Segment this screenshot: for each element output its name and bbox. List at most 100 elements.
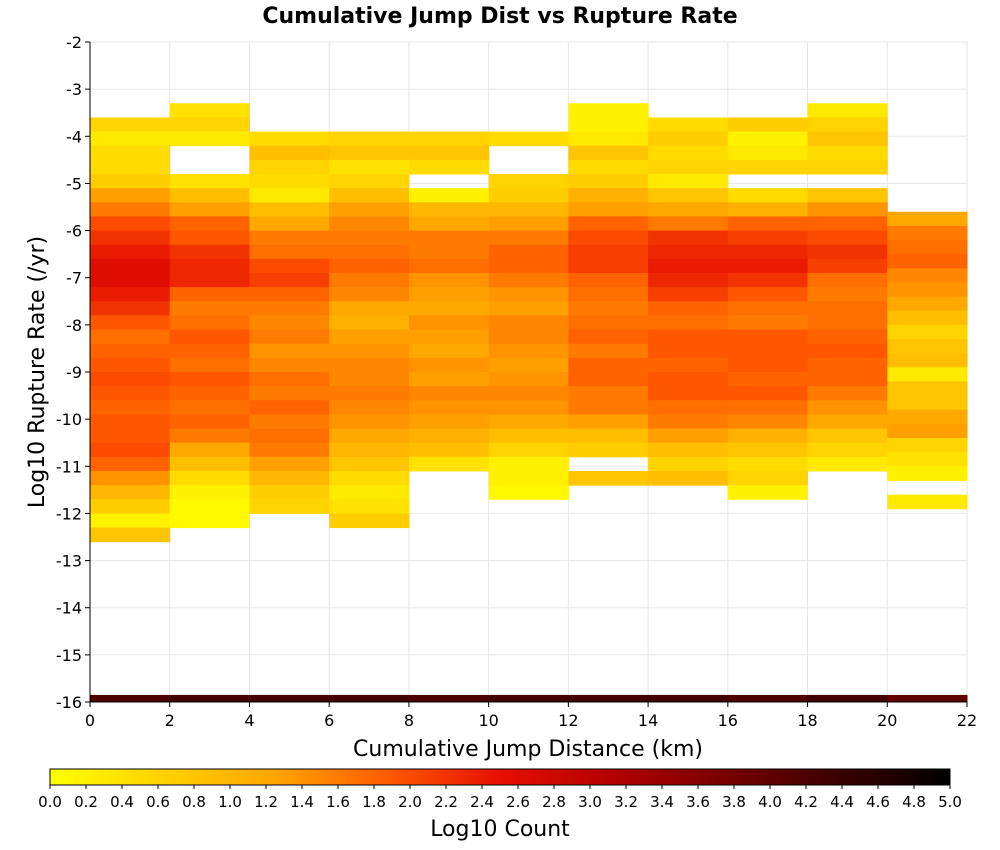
colorbar-tick-label: 0.2 bbox=[74, 793, 98, 811]
heatmap-cell bbox=[169, 103, 250, 118]
colorbar bbox=[49, 768, 951, 786]
heatmap-cell bbox=[408, 428, 490, 444]
colorbar-tick-label: 2.6 bbox=[506, 793, 530, 811]
heatmap-cell bbox=[648, 329, 729, 345]
heatmap-cell bbox=[249, 216, 330, 232]
heatmap-cell bbox=[90, 343, 171, 359]
heatmap-cell bbox=[408, 273, 490, 288]
heatmap-cell bbox=[488, 428, 569, 444]
heatmap-cell bbox=[169, 230, 250, 246]
heatmap-cell bbox=[90, 471, 171, 486]
heatmap-cell bbox=[408, 694, 490, 702]
colorbar-tick-label: 2.2 bbox=[434, 793, 458, 811]
heatmap-cell bbox=[887, 296, 968, 312]
heatmap-cell bbox=[568, 188, 649, 203]
y-tick-label: -4 bbox=[66, 127, 82, 146]
y-tick-label: -3 bbox=[66, 80, 82, 99]
heatmap-cell bbox=[488, 329, 569, 345]
colorbar-tick-label: 0.8 bbox=[182, 793, 206, 811]
heatmap-cell bbox=[488, 357, 569, 373]
colorbar-tick-label: 4.6 bbox=[866, 793, 890, 811]
heatmap-cell bbox=[249, 287, 330, 302]
heatmap-cell bbox=[807, 188, 888, 203]
heatmap-cell bbox=[648, 400, 729, 415]
heatmap-cell bbox=[807, 386, 888, 401]
heatmap-cell bbox=[568, 400, 649, 415]
heatmap-cell bbox=[169, 273, 250, 288]
colorbar-tick-label: 4.8 bbox=[902, 793, 926, 811]
colorbar-tick-label: 0.4 bbox=[110, 793, 134, 811]
heatmap-cell bbox=[807, 117, 888, 133]
heatmap-cell bbox=[169, 174, 250, 189]
colorbar-tick-label: 3.2 bbox=[614, 793, 638, 811]
heatmap-cell bbox=[648, 188, 729, 203]
heatmap-cell bbox=[249, 485, 330, 500]
heatmap-cell bbox=[329, 315, 410, 331]
heatmap-cell bbox=[408, 202, 490, 217]
heatmap-cell bbox=[568, 103, 649, 118]
heatmap-cell bbox=[568, 145, 649, 161]
heatmap-cell bbox=[329, 131, 410, 147]
heatmap-cell bbox=[408, 386, 490, 401]
heatmap-cell bbox=[408, 145, 490, 161]
heatmap-cell bbox=[249, 400, 330, 415]
heatmap-cell bbox=[568, 174, 649, 189]
colorbar-label: Log10 Count bbox=[430, 817, 570, 842]
heatmap-cell bbox=[807, 244, 888, 260]
colorbar-tick-label: 5.0 bbox=[938, 793, 962, 811]
heatmap-cell bbox=[807, 273, 888, 288]
x-tick-label: 8 bbox=[404, 711, 414, 730]
heatmap-cell bbox=[249, 499, 330, 514]
heatmap-cell bbox=[648, 315, 729, 331]
y-tick-label: -9 bbox=[66, 363, 82, 382]
heatmap-cell bbox=[568, 301, 649, 316]
x-axis-label: Cumulative Jump Distance (km) bbox=[353, 737, 703, 762]
colorbar-tick-label: 1.2 bbox=[254, 793, 278, 811]
x-tick-label: 14 bbox=[638, 711, 658, 730]
heatmap-cell bbox=[648, 117, 729, 133]
heatmap-cell bbox=[488, 414, 569, 430]
heatmap-cell bbox=[488, 230, 569, 246]
heatmap-cell bbox=[329, 188, 410, 203]
x-tick-label: 12 bbox=[558, 711, 578, 730]
heatmap-cell bbox=[488, 372, 569, 387]
heatmap-cell bbox=[249, 258, 330, 274]
heatmap-cell bbox=[329, 428, 410, 444]
heatmap-cell bbox=[90, 131, 171, 147]
x-axis-ticks: 0 2 4 6 8 10 12 14 16 18 20 22 bbox=[85, 702, 977, 730]
heatmap-cell bbox=[727, 343, 809, 359]
heatmap-cell bbox=[727, 301, 809, 316]
heatmap-cell bbox=[169, 386, 250, 401]
heatmap-cell bbox=[90, 386, 171, 401]
heatmap-cell bbox=[887, 381, 968, 397]
heatmap-cell bbox=[727, 145, 809, 161]
heatmap-cell bbox=[169, 329, 250, 345]
heatmap-cell bbox=[887, 225, 968, 241]
heatmap-cell bbox=[249, 428, 330, 444]
heatmap-cell bbox=[727, 372, 809, 387]
heatmap-cell bbox=[329, 230, 410, 246]
heatmap-cell bbox=[488, 485, 569, 500]
heatmap-cell bbox=[727, 386, 809, 401]
heatmap-cell bbox=[887, 452, 968, 467]
colorbar-tick-label: 2.8 bbox=[542, 793, 566, 811]
heatmap-cell bbox=[249, 372, 330, 387]
heatmap-cell bbox=[90, 499, 171, 514]
heatmap-cell bbox=[169, 414, 250, 430]
x-tick-label: 10 bbox=[478, 711, 498, 730]
heatmap-cell bbox=[329, 694, 410, 702]
heatmap-cell bbox=[408, 301, 490, 316]
heatmap-cell bbox=[568, 357, 649, 373]
heatmap-cell bbox=[249, 386, 330, 401]
heatmap-cell bbox=[169, 202, 250, 217]
heatmap-cell bbox=[488, 343, 569, 359]
y-tick-label: -5 bbox=[66, 174, 82, 193]
heatmap-cell bbox=[488, 258, 569, 274]
colorbar-ticks: 0.0 0.2 0.4 0.6 0.8 1.0 1.2 1.4 1.6 1.8 2.0 2.2 2.4 2… bbox=[38, 785, 962, 811]
heatmap-cell bbox=[169, 485, 250, 500]
heatmap-cell bbox=[329, 202, 410, 217]
heatmap-cell bbox=[727, 131, 809, 147]
heatmap-cell bbox=[887, 240, 968, 255]
heatmap-cell bbox=[90, 456, 171, 472]
heatmap-cell bbox=[249, 159, 330, 175]
